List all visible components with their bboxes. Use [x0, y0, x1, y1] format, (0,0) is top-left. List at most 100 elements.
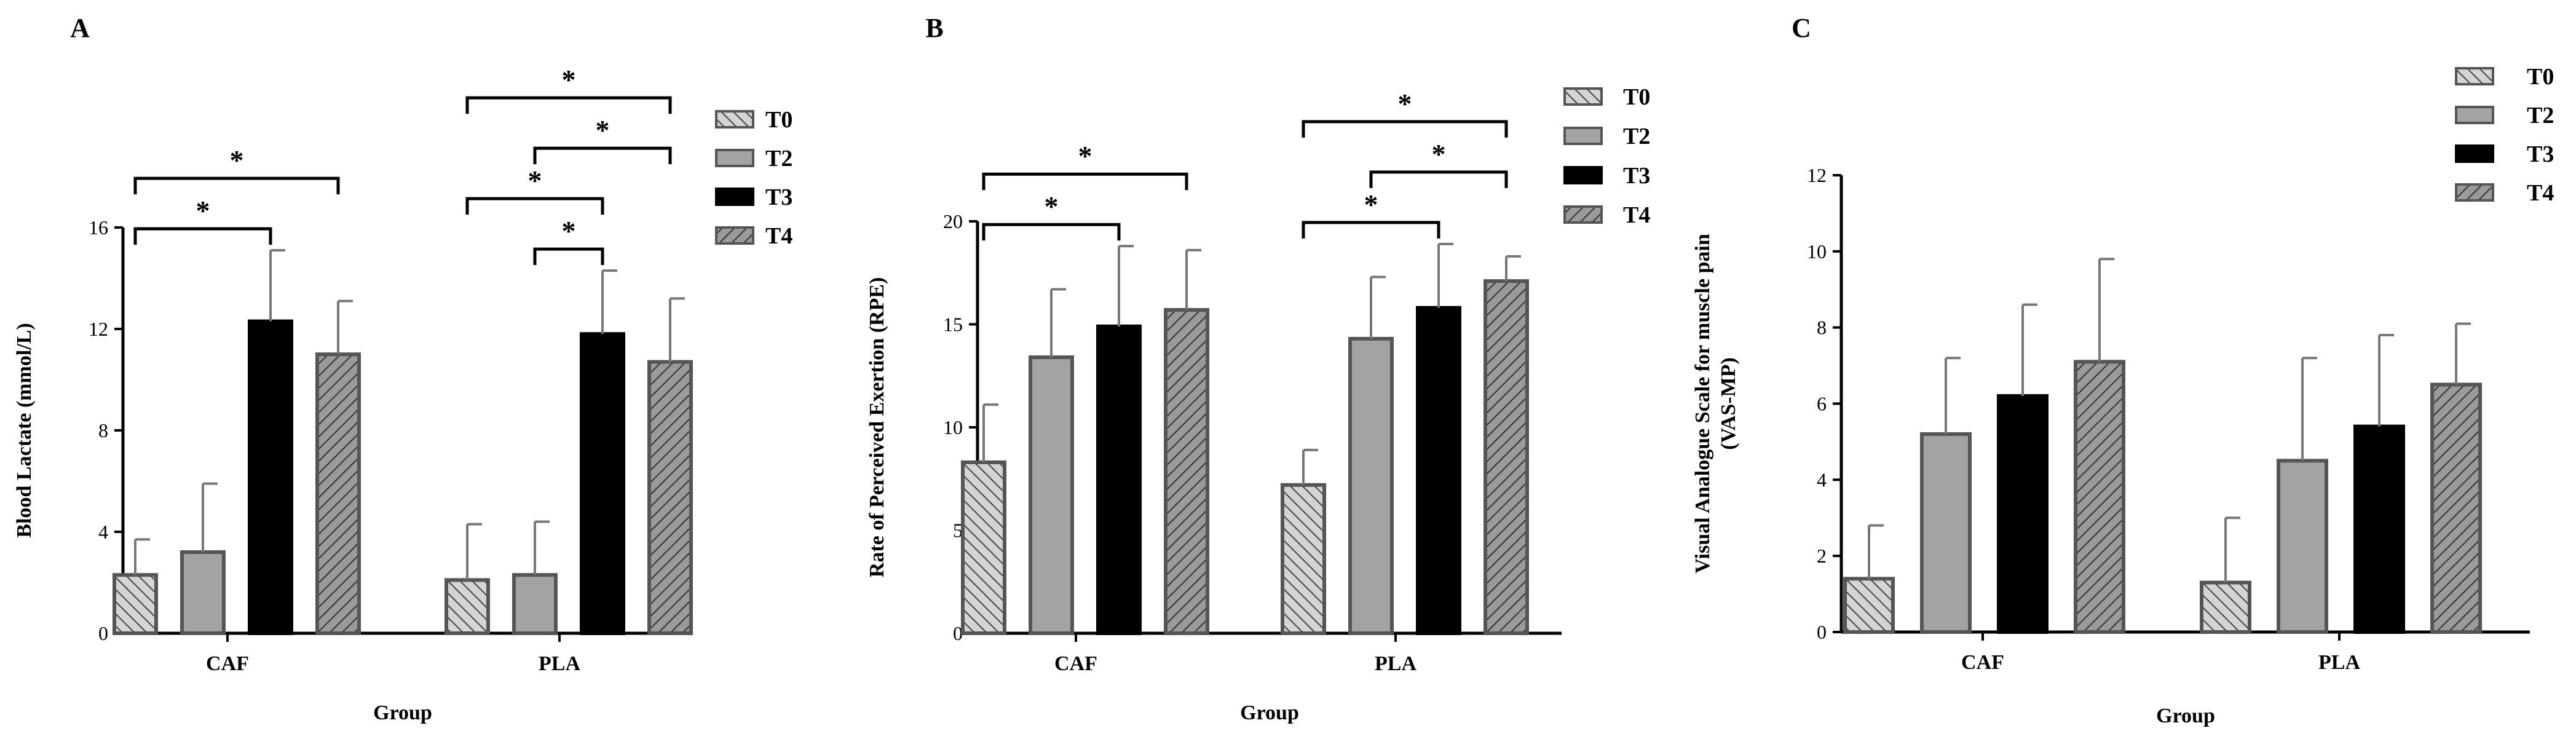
y-tick-label: 10 — [1807, 240, 1827, 263]
significance-bracket — [533, 146, 672, 165]
y-axis-title: Blood Lactate (mmol/L) — [13, 323, 36, 537]
panel-letter: B — [925, 13, 943, 43]
legend-label-t2: T2 — [2527, 103, 2554, 128]
legend-swatch-t2 — [1563, 127, 1603, 145]
bar-t4-caf — [315, 352, 361, 635]
y-tick-label: 6 — [1817, 393, 1827, 415]
significance-bracket — [1302, 120, 1508, 138]
bar-t3-caf — [248, 319, 293, 635]
y-tick-label: 0 — [953, 622, 963, 644]
x-axis-title: Group — [1240, 702, 1299, 724]
bar-t3-pla — [2353, 424, 2405, 634]
bar-t3-pla — [1416, 306, 1461, 635]
y-tick-label: 8 — [98, 419, 108, 441]
bar-t4-caf — [2074, 360, 2125, 634]
legend-swatch-t4 — [2455, 183, 2494, 202]
bar-t0-pla — [444, 578, 490, 635]
legend-label-t3: T3 — [2527, 141, 2554, 167]
y-tick-label: 12 — [1807, 164, 1827, 186]
x-axis-title: Group — [373, 702, 432, 724]
y-axis-title: Visual Analogue Scale for muscle pain — [1691, 234, 1714, 574]
significance-bracket — [465, 96, 672, 114]
significance-star: * — [1398, 88, 1412, 119]
y-tick-label: 4 — [98, 521, 108, 543]
significance-star: * — [1364, 189, 1378, 220]
significance-bracket — [1302, 221, 1440, 239]
significance-star: * — [528, 165, 542, 196]
legend-swatch-t4 — [1563, 205, 1603, 224]
significance-star: * — [1432, 138, 1446, 170]
legend-label-t4: T4 — [765, 223, 792, 249]
significance-star: * — [1078, 140, 1092, 172]
significance-star: * — [1045, 191, 1059, 222]
x-tick-label: CAF — [206, 652, 249, 675]
panel-b: B 0 5 10 15 20 Rate of Perceived Exertion (RPE… — [866, 13, 1650, 724]
y-tick-label: 20 — [943, 210, 963, 232]
legend-swatch-t2 — [715, 149, 754, 167]
bar-t0-caf — [961, 460, 1006, 635]
y-tick-label: 16 — [89, 216, 108, 239]
bar-t4-pla — [1484, 279, 1529, 635]
bar-t4-pla — [2430, 382, 2482, 634]
x-axis-title: Group — [2156, 705, 2215, 727]
bar-t4-pla — [647, 360, 693, 635]
significance-bracket — [982, 223, 1121, 241]
y-tick-label: 10 — [943, 416, 963, 438]
panel-a: A 0 4 8 12 16 Blood Lactate (mmol/L) Group CAF PL… — [13, 13, 792, 724]
bar-t2-pla — [512, 573, 558, 635]
y-axis-title: Rate of Perceived Exertion (RPE) — [866, 277, 888, 577]
significance-bracket — [1369, 170, 1508, 188]
legend-swatch-t3 — [1563, 166, 1603, 184]
legend-swatch-t0 — [2455, 67, 2494, 85]
legend-swatch-t3 — [2455, 144, 2494, 163]
panel-c: C 0 2 4 6 8 10 12 Visual Analogue Scale for musc… — [1691, 13, 2554, 727]
x-tick-label: CAF — [1961, 651, 2004, 674]
panel-letter: A — [70, 13, 90, 43]
legend-label-t3: T3 — [765, 184, 792, 210]
significance-star: * — [230, 144, 244, 176]
legend-swatch-t0 — [715, 110, 754, 128]
x-tick-label: CAF — [1054, 652, 1097, 675]
legend-label-t2: T2 — [765, 146, 792, 172]
legend-label-t4: T4 — [1623, 202, 1650, 228]
y-tick-label: 8 — [1817, 317, 1827, 339]
legend-swatch-t2 — [2455, 106, 2494, 124]
x-tick-label: PLA — [539, 652, 580, 675]
legend-label-t2: T2 — [1623, 124, 1650, 149]
legend-label-t0: T0 — [1623, 84, 1650, 110]
bar-t0-pla — [1281, 483, 1326, 635]
y-tick-label: 2 — [1817, 545, 1827, 567]
y-tick-label: 0 — [98, 622, 108, 644]
bar-t2-pla — [2277, 459, 2328, 634]
legend-swatch-t3 — [715, 188, 754, 206]
legend-swatch-t4 — [715, 226, 754, 245]
significance-star: * — [562, 64, 576, 95]
bar-t0-pla — [2200, 580, 2251, 634]
y-tick-label: 12 — [89, 318, 108, 340]
significance-bracket — [533, 247, 604, 266]
bar-t2-caf — [1029, 355, 1074, 635]
bar-t2-caf — [180, 550, 226, 635]
x-tick-label: PLA — [1375, 652, 1416, 675]
legend-label-t0: T0 — [2527, 64, 2554, 90]
bar-t2-caf — [1920, 432, 1972, 634]
legend-label-t0: T0 — [765, 107, 792, 133]
legend-label-t4: T4 — [2527, 180, 2554, 206]
bar-t0-caf — [1843, 577, 1895, 634]
significance-bracket — [982, 172, 1188, 191]
significance-star: * — [562, 215, 576, 247]
bar-t3-caf — [1096, 324, 1142, 635]
bar-t0-caf — [113, 573, 158, 635]
bar-t3-caf — [1997, 394, 2049, 634]
x-tick-label: PLA — [2318, 651, 2360, 674]
legend-swatch-t0 — [1563, 87, 1603, 106]
bar-t3-pla — [580, 332, 625, 635]
panel-letter: C — [1792, 13, 1811, 43]
significance-star: * — [196, 195, 210, 226]
y-tick-label: 0 — [1817, 621, 1827, 643]
bar-t2-pla — [1348, 336, 1394, 635]
y-tick-label: 15 — [943, 314, 963, 336]
y-tick-label: 5 — [953, 520, 963, 542]
y-axis-title-line2: (VAS-MP) — [1717, 357, 1740, 449]
